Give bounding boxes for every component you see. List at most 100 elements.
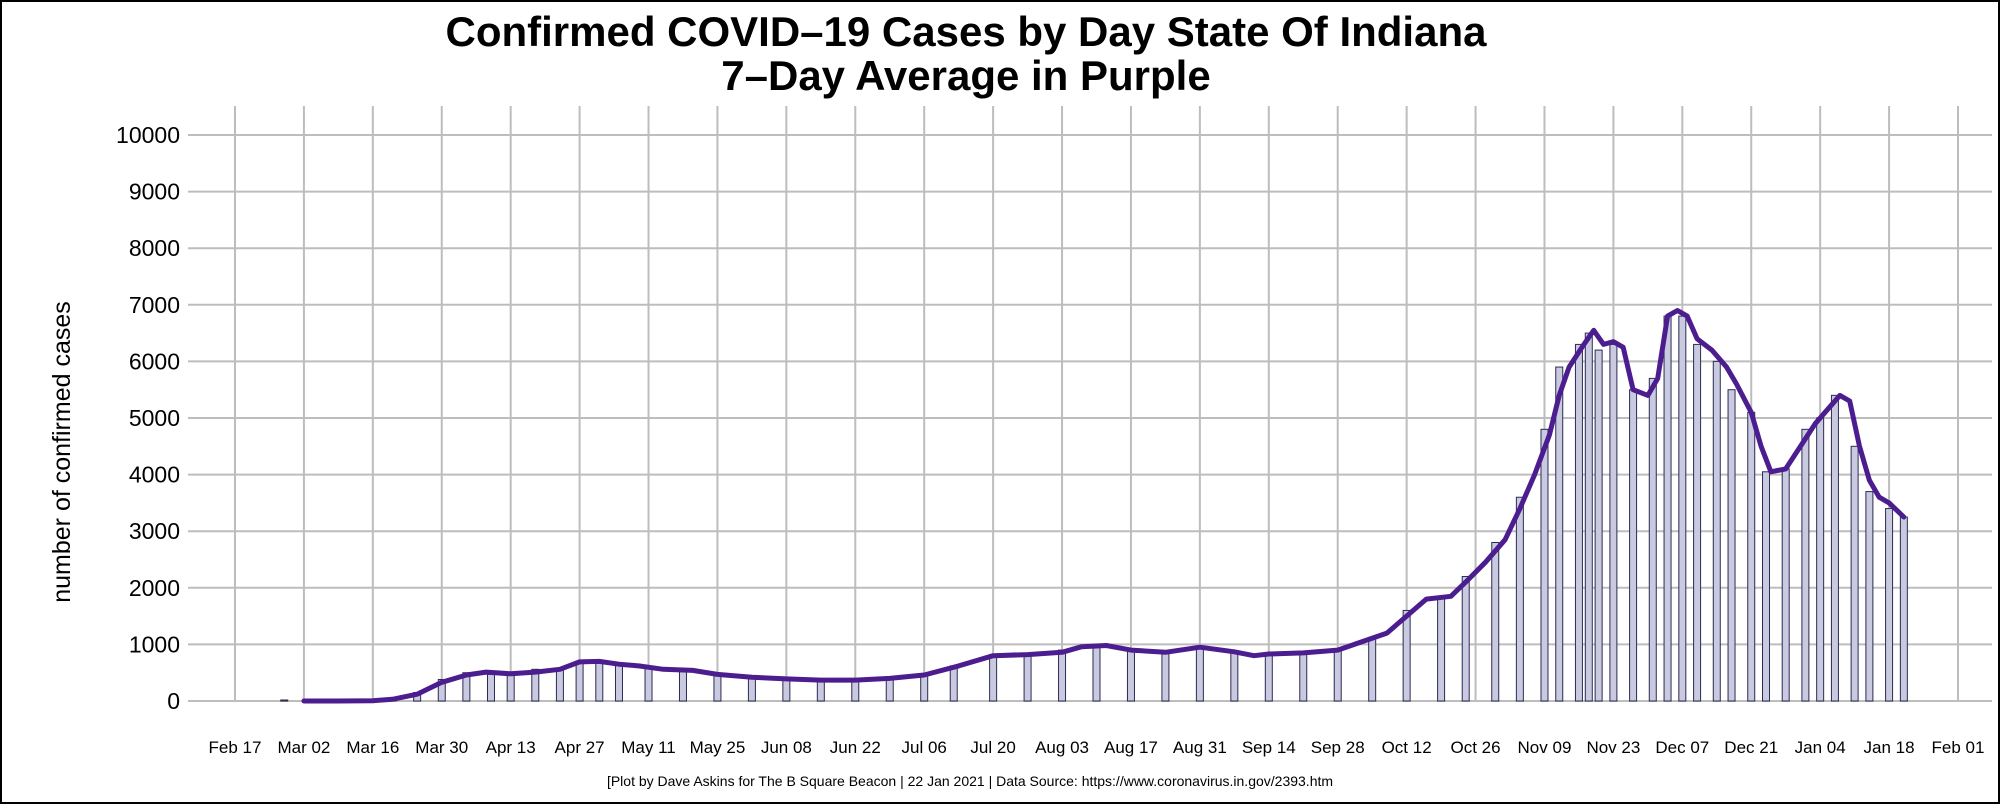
case-bar <box>1830 394 1839 702</box>
x-tick-label: Mar 02 <box>277 738 330 757</box>
case-bar <box>1230 651 1239 702</box>
daily-case-bars <box>280 315 1908 702</box>
y-tick-label: 0 <box>167 688 180 714</box>
x-tick-label: Jun 22 <box>830 738 881 757</box>
case-bar <box>1092 645 1101 702</box>
x-tick-label: Aug 17 <box>1104 738 1158 757</box>
x-tick-label: Dec 21 <box>1724 738 1778 757</box>
seven-day-average-line <box>301 308 1907 704</box>
y-tick-label: 4000 <box>129 462 180 488</box>
case-bar <box>851 678 860 702</box>
y-tick-labels: 0 1000 2000 3000 4000 5000 6000 7000 8000 9000 100… <box>116 122 180 714</box>
case-bar <box>1865 491 1874 702</box>
case-bar <box>614 663 623 702</box>
x-tick-label: Feb 17 <box>209 738 262 757</box>
case-bar <box>506 672 515 702</box>
case-bar <box>280 699 289 702</box>
case-bar <box>1368 638 1377 702</box>
case-bar <box>989 654 998 702</box>
x-tick-label: Jun 08 <box>761 738 812 757</box>
case-bar <box>1058 649 1067 702</box>
case-bar <box>644 667 653 702</box>
case-bar <box>531 668 540 702</box>
x-tick-label: Jan 18 <box>1864 738 1915 757</box>
case-bar <box>1727 389 1736 702</box>
x-tick-label: Jan 04 <box>1795 738 1846 757</box>
case-bar <box>1299 652 1308 702</box>
case-bar <box>1023 653 1032 702</box>
y-tick-label: 2000 <box>129 575 180 601</box>
case-bar <box>1594 349 1603 702</box>
case-bar <box>1195 646 1204 702</box>
case-bar <box>1574 343 1583 702</box>
y-tick-label: 10000 <box>116 122 180 148</box>
case-bar <box>1801 428 1810 702</box>
x-tick-label: Nov 09 <box>1518 738 1572 757</box>
x-tick-label: May 11 <box>621 738 676 757</box>
case-bar <box>678 669 687 702</box>
case-bar <box>1584 332 1593 702</box>
data-source-caption: [Plot by Dave Askins for The B Square Be… <box>607 773 1333 789</box>
case-bar <box>1461 575 1470 702</box>
case-bar <box>1663 315 1672 702</box>
chart-subtitle: 7–Day Average in Purple <box>721 52 1210 99</box>
y-tick-label: 8000 <box>129 235 180 261</box>
case-bar <box>1762 471 1771 702</box>
y-tick-label: 5000 <box>129 405 180 431</box>
case-bar <box>1555 366 1564 702</box>
case-bar <box>1816 417 1825 702</box>
case-bar <box>1781 468 1790 702</box>
y-tick-label: 6000 <box>129 348 180 374</box>
case-bar <box>1693 343 1702 702</box>
case-bar <box>1609 343 1618 702</box>
grid-lines <box>188 106 1992 702</box>
x-tick-label: Oct 12 <box>1382 738 1432 757</box>
y-tick-label: 1000 <box>129 631 180 657</box>
case-bar <box>816 680 825 702</box>
case-bar <box>1747 411 1756 702</box>
x-tick-label: Sep 14 <box>1242 738 1296 757</box>
x-tick-label: Mar 30 <box>415 738 468 757</box>
y-tick-label: 7000 <box>129 292 180 318</box>
case-bar <box>1648 377 1657 702</box>
chart-title: Confirmed COVID–19 Cases by Day State Of… <box>446 8 1488 55</box>
x-tick-label: Sep 28 <box>1311 738 1365 757</box>
case-bar <box>575 660 584 702</box>
x-tick-label: Aug 31 <box>1173 738 1227 757</box>
x-tick-label: Jul 20 <box>970 738 1015 757</box>
case-bar <box>920 673 929 702</box>
case-bar <box>747 676 756 702</box>
case-bar <box>713 673 722 702</box>
case-bar <box>1885 508 1894 702</box>
case-bar <box>1264 653 1273 702</box>
case-bar <box>1491 542 1500 702</box>
x-tick-label: Apr 13 <box>486 738 536 757</box>
case-bar <box>595 662 604 702</box>
case-bar <box>1899 516 1908 702</box>
x-tick-label: Jul 06 <box>902 738 947 757</box>
y-tick-label: 3000 <box>129 518 180 544</box>
case-bar <box>1402 609 1411 702</box>
case-bar <box>1126 649 1135 702</box>
case-bar <box>1161 650 1170 702</box>
case-bar <box>782 679 791 702</box>
x-tick-label: Apr 27 <box>555 738 605 757</box>
case-bar <box>555 667 564 702</box>
x-tick-label: Feb 01 <box>1932 738 1985 757</box>
case-bar <box>486 673 495 702</box>
x-tick-label: Dec 07 <box>1655 738 1709 757</box>
case-bar <box>1629 389 1638 702</box>
case-bar <box>1540 428 1549 702</box>
x-tick-label: Aug 03 <box>1035 738 1089 757</box>
x-tick-label: Nov 23 <box>1586 738 1640 757</box>
x-tick-label: Mar 16 <box>346 738 399 757</box>
case-bar <box>1437 595 1446 702</box>
case-bar <box>1333 649 1342 702</box>
x-tick-label: May 25 <box>690 738 746 757</box>
case-bar <box>1515 496 1524 702</box>
case-bar <box>949 665 958 702</box>
seven-day-average <box>301 308 1907 704</box>
x-tick-labels: Feb 17 Mar 02 Mar 16 Mar 30 Apr 13 Apr 27 May … <box>209 738 1985 757</box>
